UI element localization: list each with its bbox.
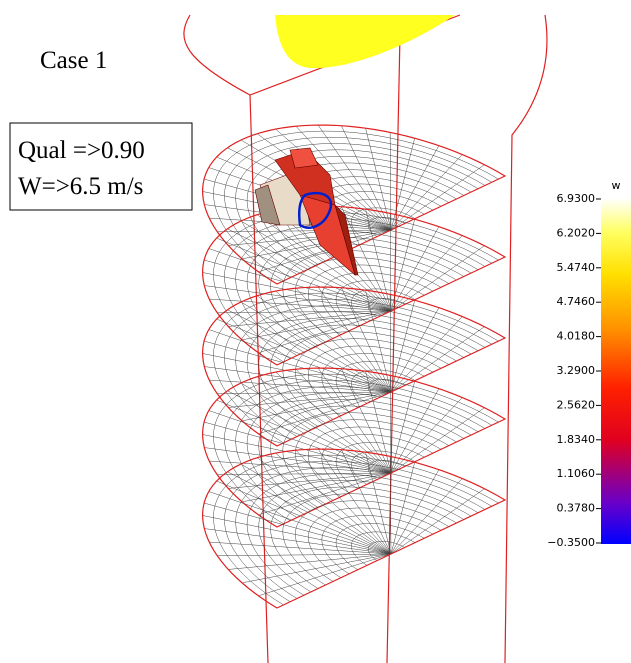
- colorbar-tick-label: 1.8340: [557, 433, 596, 446]
- colorbar-tick-label: 6.2020: [557, 226, 596, 239]
- colorbar-tick-label: 1.1060: [557, 467, 596, 480]
- page: Case 1 Qual =>0.90 W=>6.5 m/s w 6.93006.…: [0, 0, 631, 663]
- colorbar-tick-label: −0.3500: [547, 536, 595, 549]
- case-label: Case 1: [40, 47, 107, 74]
- slices: [203, 125, 505, 608]
- colorbar-tick-label: 2.5620: [557, 398, 596, 411]
- colorbar-tick-label: 4.7460: [557, 295, 596, 308]
- colorbar-tick-label: 6.9300: [557, 192, 596, 205]
- colorbar-title: w: [612, 179, 621, 192]
- colored-surface: [275, 15, 455, 68]
- colorbar-tick-label: 5.4740: [557, 261, 596, 274]
- colorbar-tick-label: 0.3780: [557, 502, 596, 515]
- quality-label: Qual =>0.90: [18, 137, 145, 164]
- velocity-label: W=>6.5 m/s: [18, 173, 143, 200]
- colorbar-tick-label: 4.0180: [557, 330, 596, 343]
- colorbar-tick-label: 3.2900: [557, 364, 596, 377]
- colorbar-ticks: 6.9300 6.2020 5.4740 4.7460 4.0180 3.2900 2.56…: [547, 192, 601, 549]
- visualization: Case 1 Qual =>0.90 W=>6.5 m/s w 6.93006.…: [0, 0, 631, 663]
- colorbar: [601, 198, 631, 544]
